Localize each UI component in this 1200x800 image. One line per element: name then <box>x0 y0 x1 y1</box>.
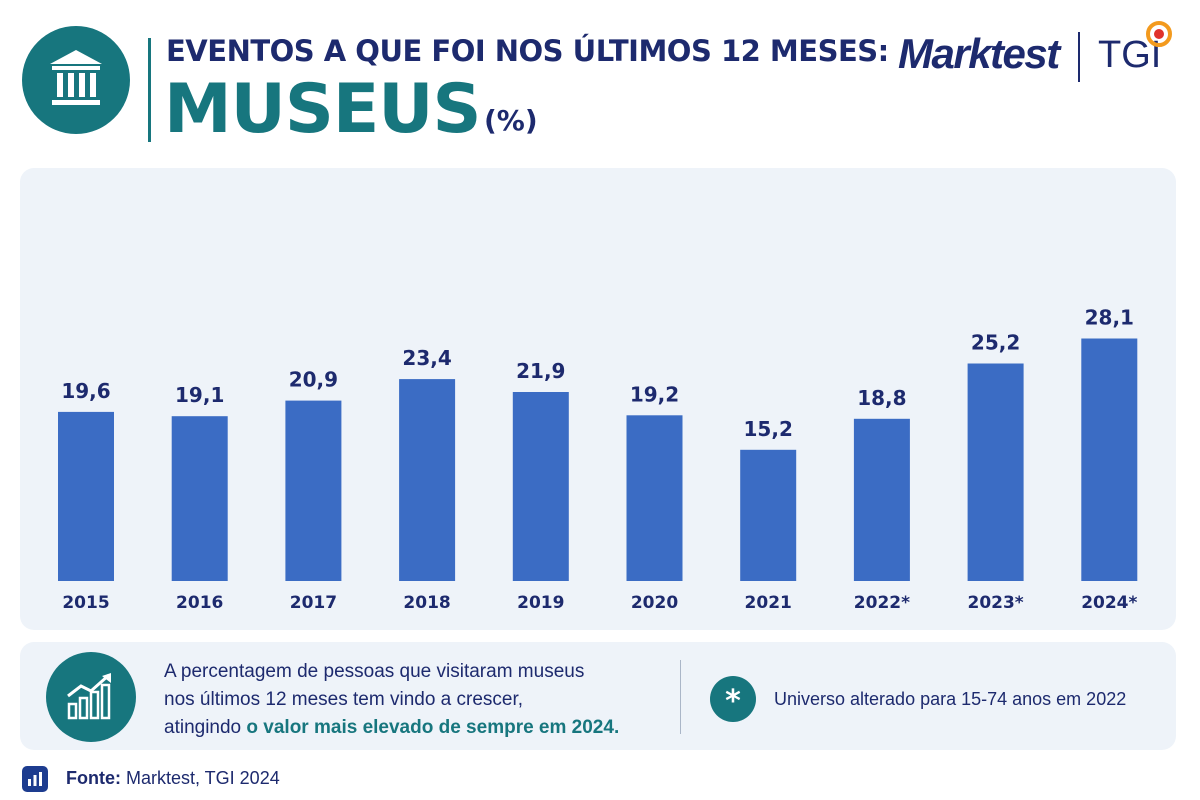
bar-2019 <box>512 392 569 581</box>
category-label-2020: 2020 <box>631 593 678 613</box>
category-label-2022-star: 2022* <box>854 593 910 613</box>
chart-panel: 19,6 2015 19,1 2016 20,9 2017 23,4 2018 21,9 2019… <box>20 168 1176 630</box>
data-label-2015: 19,6 <box>61 379 110 403</box>
bar-2023-star <box>967 363 1024 581</box>
tgi-logo-mark-icon <box>1146 21 1172 47</box>
museum-icon <box>50 50 102 105</box>
insight-line-3-prefix: atingindo <box>164 717 247 738</box>
bar-2016 <box>171 416 228 581</box>
asterisk-icon: * <box>710 676 756 722</box>
logo-divider <box>1078 32 1080 82</box>
data-label-2016: 19,1 <box>175 383 224 407</box>
data-label-2023-star: 25,2 <box>971 331 1020 355</box>
page-supertitle: EVENTOS A QUE FOI NOS ÚLTIMOS 12 MESES: <box>166 34 889 68</box>
source-credit: Fonte: Marktest, TGI 2024 <box>66 768 280 789</box>
insight-panel <box>20 642 1176 750</box>
museum-icon-badge <box>22 26 130 134</box>
bar-2024-star <box>1081 338 1138 581</box>
title-unit: (%) <box>484 104 538 137</box>
bar-chart: 19,6 2015 19,1 2016 20,9 2017 23,4 2018 21,9 2019… <box>58 306 1138 613</box>
source-text: Marktest, TGI 2024 <box>120 768 280 788</box>
data-label-2019: 21,9 <box>516 359 565 383</box>
bar-2021 <box>740 449 797 581</box>
source-label: Fonte: <box>66 768 121 788</box>
insight-divider <box>680 660 681 734</box>
data-label-2024-star: 28,1 <box>1085 306 1134 330</box>
category-label-2018: 2018 <box>403 593 450 613</box>
bar-2017 <box>285 400 342 581</box>
category-label-2016: 2016 <box>176 593 223 613</box>
universe-note: Universo alterado para 15-74 anos em 202… <box>774 689 1127 709</box>
bar-2018 <box>399 379 456 581</box>
bar-2020 <box>626 415 683 581</box>
category-label-2017: 2017 <box>290 593 337 613</box>
data-label-2018: 23,4 <box>402 346 451 370</box>
trend-badge <box>46 652 136 742</box>
insight-line-1: A percentagem de pessoas que visitaram m… <box>164 661 585 682</box>
bar-2022-star <box>853 418 910 581</box>
data-label-2020: 19,2 <box>630 382 679 406</box>
insight-highlight: o valor mais elevado de sempre em 2024. <box>246 717 620 738</box>
category-label-2023-star: 2023* <box>967 593 1023 613</box>
insight-line-3: atingindo o valor mais elevado de sempre… <box>164 714 664 742</box>
category-label-2021: 2021 <box>745 593 792 613</box>
bar-chart-icon <box>22 766 48 792</box>
category-label-2019: 2019 <box>517 593 564 613</box>
trend-up-chart-icon <box>67 673 111 720</box>
marktest-logo: Marktest <box>898 30 1060 77</box>
insight-line-2: nos últimos 12 meses tem vindo a crescer… <box>164 689 524 710</box>
category-label-2015: 2015 <box>62 593 109 613</box>
data-label-2021: 15,2 <box>744 417 793 441</box>
category-label-2024-star: 2024* <box>1081 593 1137 613</box>
data-label-2022-star: 18,8 <box>857 386 906 410</box>
title-divider <box>148 38 151 142</box>
insight-text: A percentagem de pessoas que visitaram m… <box>164 658 664 742</box>
data-label-2017: 20,9 <box>289 368 338 392</box>
page-title: MUSEUS <box>164 70 482 149</box>
bar-2015 <box>58 411 114 581</box>
